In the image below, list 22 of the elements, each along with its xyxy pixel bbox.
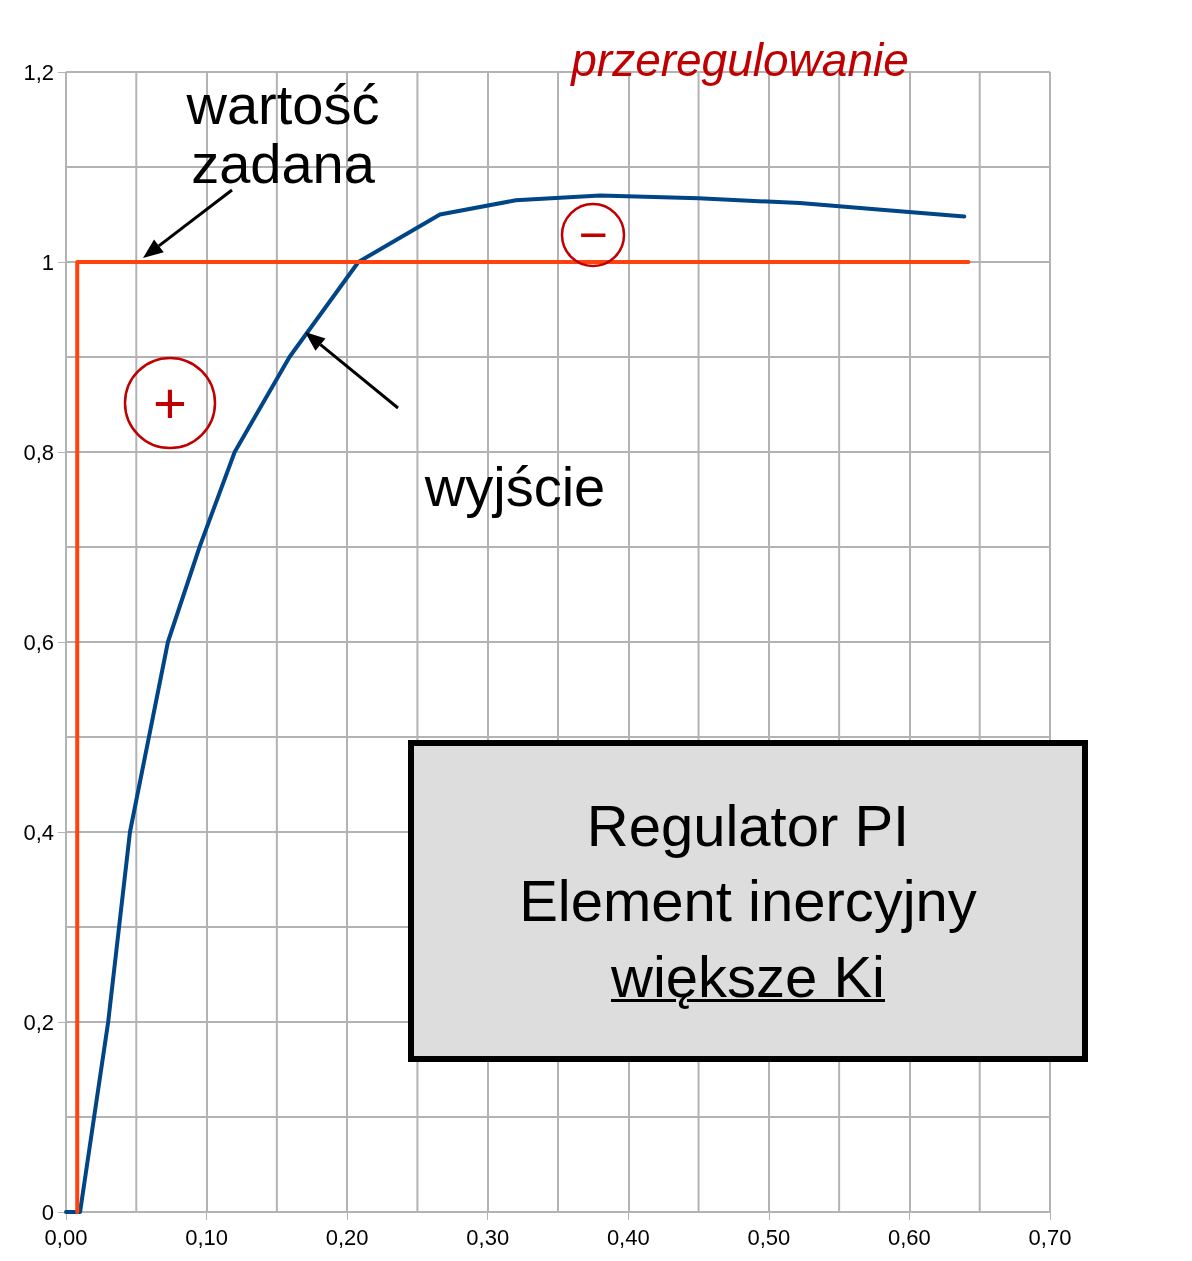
annotation: wyjście	[424, 454, 606, 518]
x-tick-label: 0,20	[325, 1224, 369, 1250]
y-tick-label: 0,4	[23, 819, 54, 845]
x-tick-label: 0,40	[606, 1224, 650, 1250]
annotation: przeregulowanie	[571, 33, 909, 86]
annotation: +	[153, 369, 187, 435]
x-tick-label: 0,50	[747, 1224, 791, 1250]
text-box: Regulator PI Element inercyjny większe Ki	[408, 740, 1088, 1062]
x-tick-label: 0,10	[185, 1224, 228, 1250]
annotation: −	[578, 206, 608, 263]
annotation: Regulator PI Element inercyjny większe Ki	[519, 791, 977, 1011]
y-tick-label: 0,8	[23, 439, 54, 465]
y-tick-label: 0	[41, 1199, 54, 1225]
x-tick-label: 0,30	[466, 1224, 510, 1250]
x-tick-label: 0,70	[1028, 1224, 1072, 1250]
x-tick-label: 0,60	[888, 1224, 931, 1250]
y-tick-label: 0,6	[23, 629, 54, 655]
y-tick-label: 1	[41, 249, 54, 275]
x-tick-label: 0,00	[44, 1224, 88, 1250]
y-tick-label: 0,2	[23, 1009, 54, 1035]
annotation: wartość zadana	[186, 73, 380, 195]
y-tick-label: 1,2	[23, 59, 54, 85]
